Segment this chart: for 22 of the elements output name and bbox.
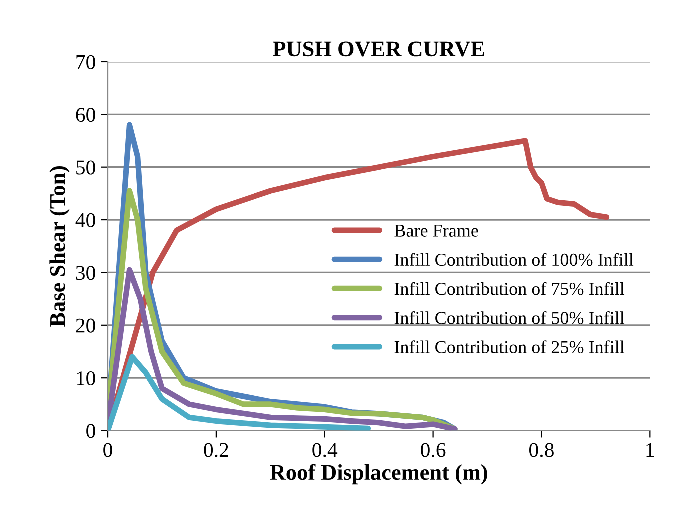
legend-label: Infill Contribution of 100% Infill bbox=[394, 253, 634, 266]
y-tick-label: 50 bbox=[76, 160, 96, 175]
y-tick-label: 20 bbox=[76, 318, 96, 333]
x-tick-label: 0.2 bbox=[204, 443, 228, 458]
y-tick-label: 60 bbox=[76, 108, 96, 122]
y-tick-label: 0 bbox=[86, 424, 96, 438]
legend-label: Infill Contribution of 75% Infill bbox=[394, 282, 625, 296]
y-tick-label: 10 bbox=[77, 371, 96, 386]
x-tick-label: 0.6 bbox=[421, 443, 446, 458]
y-tick-label: 70 bbox=[76, 55, 96, 70]
x-tick-label: 0.4 bbox=[312, 443, 338, 458]
y-tick-label: 30 bbox=[76, 266, 96, 280]
y-tick-label: 40 bbox=[76, 213, 96, 228]
legend-label: Infill Contribution of 50% Infill bbox=[394, 311, 625, 324]
x-tick-label: 0 bbox=[104, 443, 112, 458]
x-axis-title: Roof Displacement (m) bbox=[270, 464, 488, 485]
x-tick-label: 1 bbox=[646, 443, 654, 458]
y-axis-title: Base Shear (Ton) bbox=[50, 166, 70, 327]
legend-label: Bare Frame bbox=[394, 224, 478, 237]
legend-label: Infill Contribution of 25% Infill bbox=[394, 340, 625, 354]
x-tick-label: 0.8 bbox=[530, 443, 554, 458]
chart-title: PUSH OVER CURVE bbox=[273, 42, 484, 57]
